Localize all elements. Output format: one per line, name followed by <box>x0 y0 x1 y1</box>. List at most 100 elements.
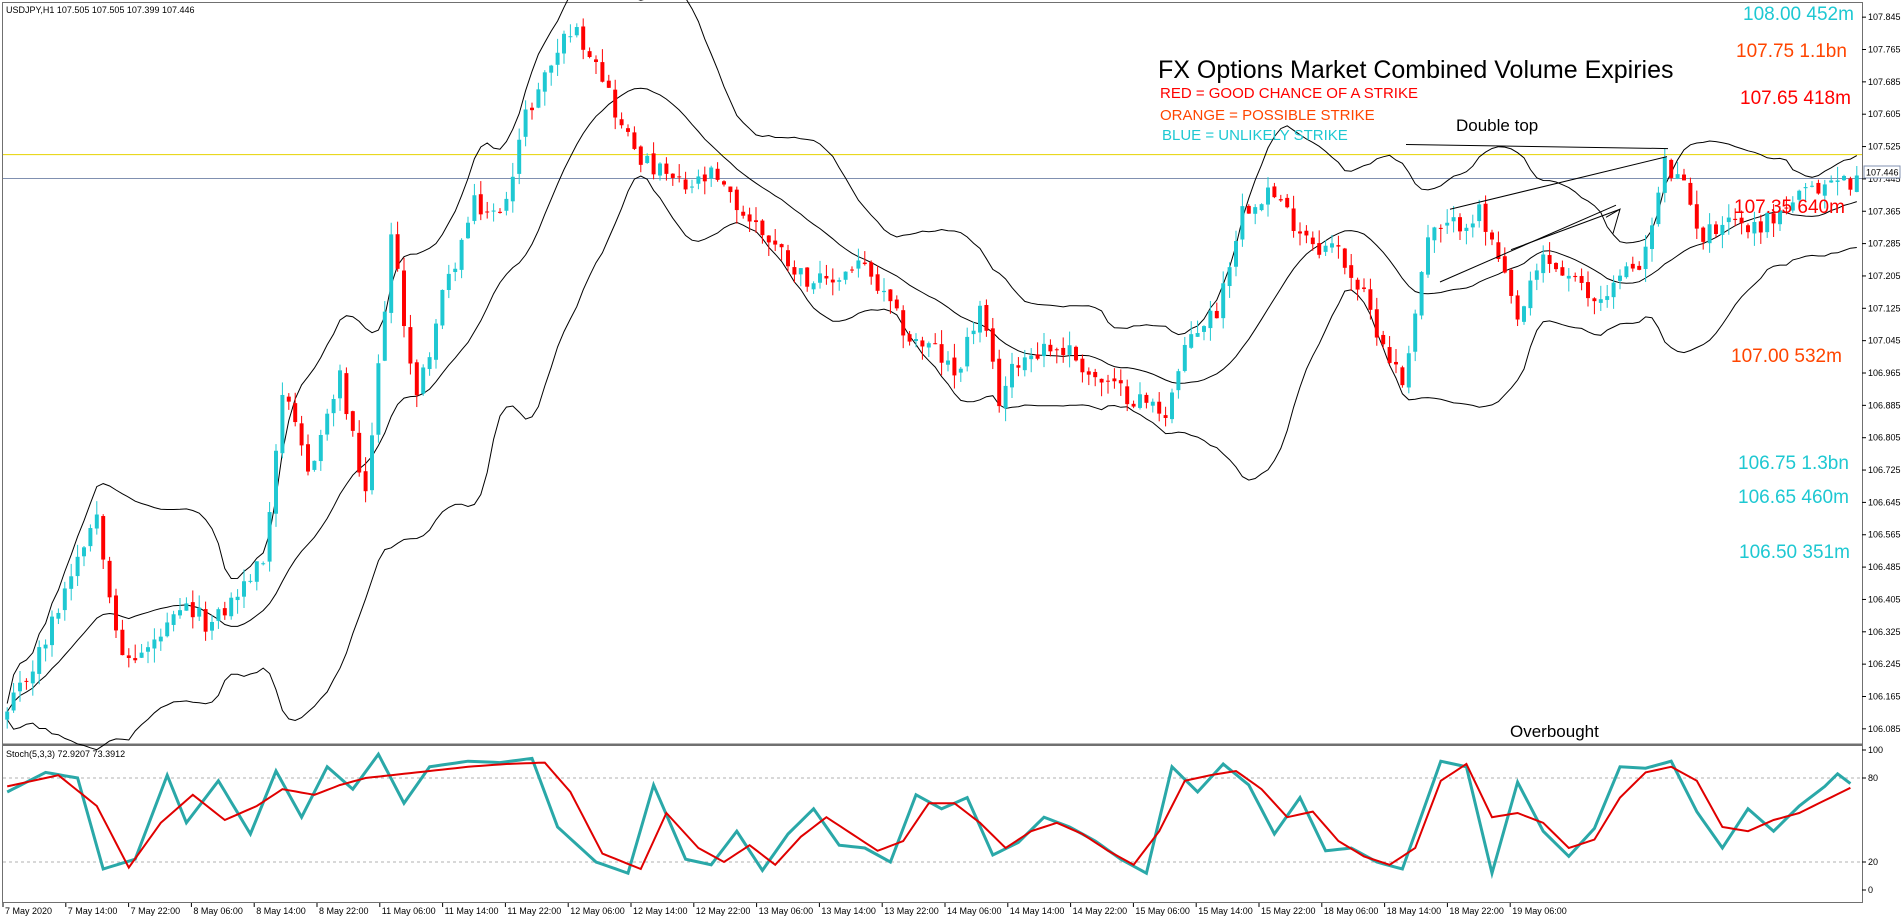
candle-body <box>1246 205 1251 214</box>
candle-body <box>1637 265 1642 270</box>
time-tick-label: 14 May 22:00 <box>1073 906 1128 916</box>
overbought-label: Overbought <box>1510 722 1599 741</box>
candle-body <box>638 146 643 165</box>
candle-body <box>1368 289 1373 310</box>
candle-body <box>107 560 112 598</box>
time-tick-label: 12 May 22:00 <box>696 906 751 916</box>
candle-body <box>43 644 48 649</box>
bollinger-bands <box>6 0 1858 751</box>
candle-body <box>1419 272 1424 316</box>
candle-body <box>1086 371 1091 375</box>
candle-body <box>690 186 694 188</box>
candle-body <box>1272 186 1277 198</box>
candle-body <box>1061 347 1066 356</box>
candle-body <box>242 581 246 597</box>
expiry-labels: 108.00 452m 107.75 1.1bn 107.65 418m 107… <box>1731 4 1854 563</box>
candle-body <box>338 370 342 399</box>
candle-body <box>1522 306 1526 322</box>
candle-body <box>1304 230 1309 236</box>
candle-body <box>658 163 662 176</box>
candle-body <box>1797 190 1802 200</box>
candle-body <box>818 273 822 283</box>
candle-body <box>1624 266 1629 278</box>
candle-body <box>1490 232 1494 240</box>
candle-body <box>1445 222 1450 226</box>
candle-body <box>1515 295 1520 320</box>
candlesticks <box>5 18 1859 729</box>
price-tick-label: 107.525 <box>1868 142 1901 152</box>
candle-body <box>427 357 432 370</box>
candle-body <box>1042 343 1046 357</box>
candle-body <box>1285 197 1290 208</box>
candle-body <box>229 597 234 617</box>
price-tick-label: 107.845 <box>1868 12 1901 22</box>
expiry-label: 108.00 452m <box>1743 4 1854 25</box>
candle-body <box>683 179 688 190</box>
candle-body <box>1438 227 1443 229</box>
candle-body <box>120 629 125 656</box>
candle-body <box>1816 182 1821 194</box>
stoch-level-lines <box>3 777 1862 863</box>
expiry-label: 107.00 532m <box>1731 346 1842 367</box>
candle-body <box>491 210 496 212</box>
candle-body <box>709 167 714 179</box>
candle-body <box>1771 213 1776 224</box>
stochastic-lines <box>6 751 1852 880</box>
band-upper <box>6 0 1858 704</box>
candle-body <box>1739 217 1744 224</box>
candle-body <box>114 595 118 631</box>
candle-body <box>1458 217 1462 232</box>
candle-body <box>1214 310 1219 319</box>
candle-body <box>606 80 611 88</box>
current-price-label: 107.446 <box>1866 168 1899 178</box>
candle-body <box>722 181 726 185</box>
candle-body <box>453 268 458 273</box>
candle-body <box>888 289 893 302</box>
price-tick-label: 106.165 <box>1868 691 1901 701</box>
expiry-label: 107.75 1.1bn <box>1736 41 1847 62</box>
candle-body <box>670 173 675 178</box>
stoch-panel-frame <box>2 745 1863 903</box>
candle-body <box>1278 199 1283 201</box>
trend-lines <box>1405 144 1669 283</box>
candle-body <box>1707 224 1712 244</box>
candle-body <box>1330 243 1334 248</box>
candle-body <box>1131 403 1136 407</box>
candle-body <box>1355 279 1360 290</box>
candle-body <box>958 368 963 373</box>
candle-body <box>523 109 528 137</box>
candle-body <box>133 658 138 661</box>
stoch-tick-label: 100 <box>1868 745 1883 755</box>
candle-body <box>158 636 163 642</box>
price-tick-label: 106.565 <box>1868 530 1901 540</box>
candle-body <box>677 176 682 178</box>
candle-body <box>1611 282 1616 298</box>
candle-body <box>587 51 592 57</box>
candle-body <box>1618 275 1622 281</box>
candle-body <box>5 711 10 720</box>
candle-body <box>18 682 22 692</box>
price-tick-label: 106.965 <box>1868 368 1901 378</box>
candle-body <box>1298 231 1302 234</box>
candle-body <box>939 344 944 363</box>
time-tick-label: 13 May 06:00 <box>759 906 814 916</box>
candle-body <box>1234 240 1238 267</box>
candle-body <box>626 128 630 132</box>
candle-body <box>466 222 470 239</box>
candle-body <box>1592 298 1597 302</box>
candle-body <box>1720 224 1725 235</box>
candle-body <box>632 132 637 149</box>
candle-body <box>485 211 490 213</box>
candle-body <box>830 279 835 283</box>
candle-body <box>1387 347 1392 363</box>
candle-body <box>1675 174 1680 179</box>
candle-body <box>30 671 35 684</box>
candle-body <box>1650 225 1654 250</box>
candle-body <box>376 363 381 435</box>
stoch-header: Stoch(5,3,3) 72.9207 73.3912 <box>6 749 125 759</box>
expiry-label: 107.65 418m <box>1740 88 1851 109</box>
candle-body <box>901 310 906 336</box>
candle-body <box>1803 187 1808 189</box>
candle-body <box>1195 333 1200 337</box>
chart-title: FX Options Market Combined Volume Expiri… <box>1158 56 1674 84</box>
